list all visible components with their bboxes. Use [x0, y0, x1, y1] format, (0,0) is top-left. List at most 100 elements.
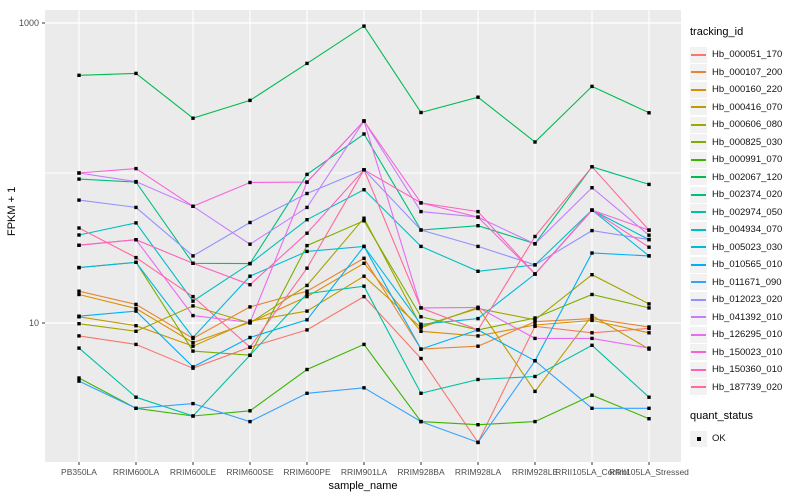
- data-point: [134, 306, 138, 311]
- x-tick-label: RRIM600PE: [283, 467, 331, 477]
- data-point: [77, 243, 81, 247]
- plot-panel: [45, 10, 681, 462]
- data-point: [533, 374, 537, 379]
- data-point: [590, 251, 594, 255]
- legend-label: Hb_187739_020: [712, 381, 783, 393]
- data-point: [590, 393, 594, 397]
- data-point: [248, 220, 252, 225]
- data-point: [533, 272, 537, 276]
- data-point: [590, 406, 594, 410]
- legend-entry-Hb_187739_020: Hb_187739_020: [690, 379, 800, 397]
- data-point: [305, 172, 309, 177]
- data-point: [305, 180, 309, 184]
- data-point: [305, 318, 309, 322]
- data-point: [647, 325, 651, 329]
- data-point: [590, 313, 594, 318]
- data-point: [305, 231, 309, 235]
- legend-key-swatch: [690, 361, 707, 378]
- data-point: [134, 221, 138, 225]
- legend-title-quant-status: quant_status: [690, 410, 753, 422]
- data-point: [77, 379, 81, 383]
- line-swatch-icon: [691, 88, 706, 91]
- data-point: [134, 238, 138, 242]
- data-point: [248, 335, 252, 340]
- data-point: [419, 329, 423, 333]
- data-point: [533, 419, 537, 424]
- legend-key-swatch: [690, 134, 707, 151]
- data-point: [248, 353, 252, 357]
- data-point: [305, 61, 309, 66]
- filled-square-point-icon: [696, 436, 701, 441]
- legend-label: Hb_041392_010: [712, 311, 783, 323]
- data-point: [134, 329, 138, 333]
- legend-label: Hb_005023_030: [712, 241, 783, 253]
- data-point: [77, 376, 81, 380]
- data-point: [362, 168, 366, 172]
- data-point: [647, 395, 651, 399]
- data-point: [134, 71, 138, 76]
- data-point: [191, 299, 195, 303]
- data-point: [362, 24, 366, 28]
- data-point: [362, 342, 366, 347]
- data-point: [647, 417, 651, 421]
- data-point: [77, 289, 81, 293]
- data-point: [533, 389, 537, 394]
- legend-label: Hb_000051_170: [712, 49, 783, 61]
- legend-label: Hb_010565_010: [712, 259, 783, 271]
- data-point: [590, 165, 594, 169]
- quant-status-key: [690, 430, 707, 447]
- data-point: [134, 255, 138, 260]
- legend-key-swatch: [690, 64, 707, 81]
- x-tick-label: RRIM600SE: [226, 467, 274, 477]
- data-point: [362, 294, 366, 299]
- data-point: [419, 244, 423, 249]
- data-point: [476, 440, 480, 445]
- x-tick-label: RRII105LA_Stressed: [609, 467, 689, 477]
- data-point: [419, 306, 423, 310]
- legend-label: Hb_000991_070: [712, 154, 783, 166]
- x-axis-title: sample_name: [328, 480, 398, 492]
- legend-entry-Hb_000991_070: Hb_000991_070: [690, 151, 800, 169]
- data-point: [248, 242, 252, 246]
- line-swatch-icon: [691, 351, 706, 354]
- data-point: [134, 302, 138, 307]
- line-swatch-icon: [691, 386, 706, 389]
- legend-entry-Hb_126295_010: Hb_126295_010: [690, 326, 800, 344]
- data-point: [191, 116, 195, 120]
- data-point: [533, 242, 537, 246]
- data-point: [77, 226, 81, 230]
- data-point: [248, 409, 252, 413]
- data-point: [476, 423, 480, 427]
- data-point: [305, 243, 309, 248]
- legend-entry-Hb_000160_220: Hb_000160_220: [690, 81, 800, 99]
- x-tick-label: RRIM901LA: [341, 467, 388, 477]
- data-point: [191, 204, 195, 208]
- legend-key-swatch: [690, 81, 707, 98]
- data-point: [77, 265, 81, 270]
- data-point: [305, 249, 309, 254]
- data-point: [191, 304, 195, 308]
- legend-label: Hb_011671_090: [712, 276, 782, 288]
- data-point: [476, 328, 480, 332]
- data-point: [362, 261, 366, 265]
- data-point: [590, 331, 594, 335]
- data-point: [362, 244, 366, 249]
- line-swatch-icon: [691, 71, 706, 74]
- legend-label: Hb_000160_220: [712, 84, 783, 96]
- legend-key-swatch: [690, 326, 707, 343]
- data-point: [476, 95, 480, 99]
- data-point: [590, 228, 594, 233]
- data-point: [590, 292, 594, 297]
- data-point: [476, 334, 480, 338]
- legend-label: Hb_002974_050: [712, 206, 783, 218]
- x-tick-label: RRIM600LE: [170, 467, 217, 477]
- legend-key-swatch: [690, 344, 707, 361]
- data-point: [305, 283, 309, 288]
- data-point: [362, 219, 366, 223]
- x-tick-label: RRIM928LA: [455, 467, 502, 477]
- data-point: [533, 320, 537, 324]
- data-point: [305, 391, 309, 395]
- data-point: [191, 344, 195, 348]
- data-point: [533, 336, 537, 341]
